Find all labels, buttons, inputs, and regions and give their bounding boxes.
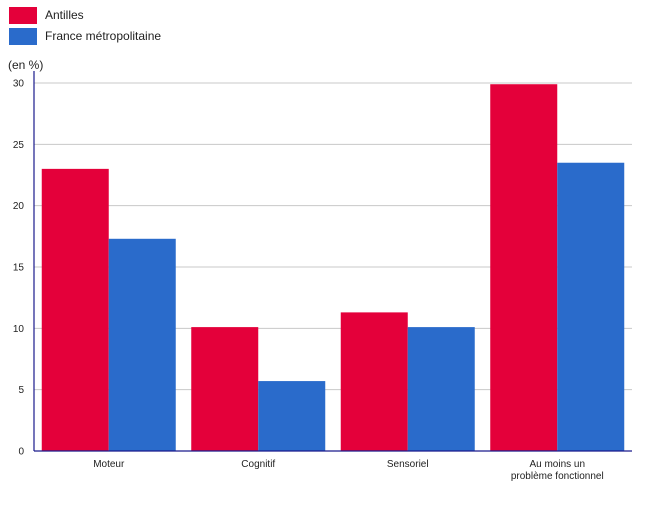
bar-antilles-sensoriel[interactable] <box>340 312 408 451</box>
y-tick-label: 20 <box>13 201 25 212</box>
bar-antilles-cognitif[interactable] <box>191 327 259 451</box>
bar-france-metropolitaine-sensoriel[interactable] <box>407 327 475 451</box>
x-category-labels: Moteur Cognitif Sensoriel Au moins un problè… <box>93 459 603 482</box>
legend-item-france-metropolitaine[interactable]: France métropolitaine <box>9 26 161 46</box>
y-tick-label: 5 <box>18 385 24 396</box>
y-tick-labels: 0 5 10 15 20 25 30 <box>13 79 25 458</box>
x-category-label: Sensoriel <box>387 459 429 470</box>
legend-swatch-antilles <box>9 6 37 24</box>
legend: Antilles France métropolitaine <box>9 5 161 47</box>
x-category-label: Moteur <box>93 459 125 470</box>
legend-item-antilles[interactable]: Antilles <box>9 5 161 25</box>
y-tick-label: 30 <box>13 79 25 90</box>
y-tick-label: 0 <box>18 447 24 458</box>
legend-swatch-france-metropolitaine <box>9 27 37 45</box>
bar-france-metropolitaine-au-moins-un-probleme-fonctionnel[interactable] <box>557 162 625 451</box>
bar-france-metropolitaine-cognitif[interactable] <box>258 381 326 451</box>
bar-antilles-moteur[interactable] <box>41 168 109 451</box>
y-tick-label: 10 <box>13 324 25 335</box>
x-category-label: Cognitif <box>241 459 275 470</box>
bar-antilles-au-moins-un-probleme-fonctionnel[interactable] <box>490 84 558 451</box>
bar-france-metropolitaine-moteur[interactable] <box>108 238 176 451</box>
legend-label-france-metropolitaine: France métropolitaine <box>45 29 162 43</box>
x-category-label: Au moins un problème fonctionnel <box>511 459 604 482</box>
legend-label-antilles: Antilles <box>45 8 84 22</box>
y-tick-label: 25 <box>13 140 25 151</box>
axes <box>33 71 632 452</box>
y-tick-label: 15 <box>13 263 25 274</box>
y-unit-label: (en %) <box>8 58 43 72</box>
bars <box>41 84 625 451</box>
